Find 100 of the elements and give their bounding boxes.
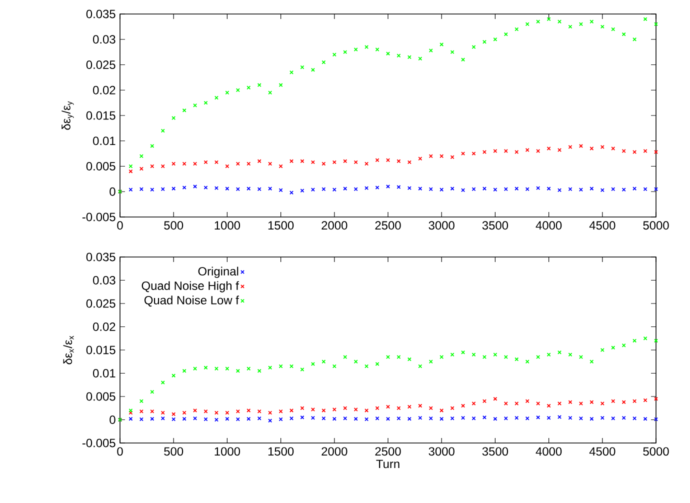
point: [343, 186, 348, 191]
point: [440, 354, 444, 359]
point: [396, 416, 401, 420]
point: [128, 164, 133, 168]
point: [386, 354, 390, 359]
point: [172, 374, 176, 378]
point: [182, 410, 186, 415]
x-axis-title: Turn: [376, 460, 400, 468]
point: [139, 154, 144, 158]
x-tick-label: 0: [117, 447, 123, 456]
point: [450, 155, 454, 160]
point: [150, 144, 154, 148]
point: [590, 360, 594, 364]
point: [493, 37, 498, 42]
point: [278, 417, 283, 422]
point: [578, 144, 583, 148]
point: [322, 416, 326, 420]
point: [193, 366, 198, 371]
point: [590, 20, 594, 24]
point: [246, 186, 251, 191]
legend-label: Original: [198, 266, 238, 278]
point: [428, 187, 433, 192]
point: [354, 360, 358, 364]
point: [375, 158, 380, 162]
point: [204, 100, 208, 105]
point: [139, 399, 144, 404]
y-tick-label: -0.005: [82, 438, 116, 448]
point: [493, 352, 498, 357]
point: [204, 417, 208, 422]
point: [482, 415, 486, 420]
point: [514, 186, 519, 191]
x-tick-label: 500: [164, 447, 184, 456]
point: [172, 186, 176, 191]
point: [632, 150, 637, 154]
y-tick-label: 0: [110, 187, 116, 196]
point: [590, 416, 594, 421]
point: [622, 400, 626, 404]
x-tick-label: 3000: [428, 447, 454, 456]
point: [407, 186, 412, 190]
point: [632, 399, 637, 404]
point: [558, 401, 562, 406]
y-tick-label: 0.005: [86, 162, 116, 170]
point: [472, 416, 476, 420]
point: [246, 408, 251, 412]
point: [128, 416, 133, 421]
y-tick-label: 0.02: [93, 86, 116, 94]
point: [172, 116, 176, 120]
point: [257, 159, 262, 164]
x-tick-label: 1000: [214, 447, 240, 456]
point: [558, 148, 562, 152]
point: [257, 416, 262, 420]
point: [418, 404, 422, 408]
x-tick-label: 4000: [536, 221, 562, 230]
point: [386, 184, 390, 189]
point: [225, 90, 230, 95]
point: [375, 406, 380, 410]
point: [300, 406, 304, 410]
point: [343, 354, 348, 359]
x-tick-label: 0: [117, 221, 123, 230]
point: [139, 187, 144, 192]
point: [354, 416, 358, 421]
y-tick-label: 0.015: [86, 111, 116, 120]
y-tick-label: 0.01: [93, 136, 116, 146]
point: [632, 37, 637, 42]
point: [482, 150, 486, 154]
point: [364, 408, 369, 412]
point: [440, 408, 444, 412]
x-tick-label: 4500: [589, 447, 616, 456]
point: [654, 187, 658, 192]
point: [364, 186, 369, 190]
point: [504, 187, 508, 192]
point: [428, 154, 433, 158]
point: [428, 416, 433, 420]
point: [418, 56, 422, 61]
point: [536, 186, 540, 190]
y-tick-label: 0.03: [93, 276, 116, 284]
x-tick-label: 5000: [643, 447, 669, 456]
point: [558, 188, 562, 192]
point: [632, 186, 637, 191]
point: [343, 159, 348, 164]
point: [322, 162, 326, 166]
point: [622, 343, 626, 348]
point: [428, 48, 433, 53]
x-tick-label: 1000: [214, 221, 240, 230]
point: [622, 416, 626, 420]
point: [182, 162, 186, 166]
x-tick-label: 4000: [536, 447, 562, 456]
point: [150, 390, 154, 394]
y-tick-label: 0.035: [86, 252, 116, 262]
point: [310, 362, 315, 366]
point: [440, 154, 444, 158]
point: [450, 406, 454, 410]
point: [160, 416, 165, 420]
point: [396, 159, 401, 164]
point: [440, 188, 444, 192]
legend-label: Quad Noise High f: [142, 281, 239, 292]
point: [182, 108, 186, 112]
point: [150, 409, 154, 414]
point: [236, 88, 240, 92]
point: [611, 346, 616, 350]
